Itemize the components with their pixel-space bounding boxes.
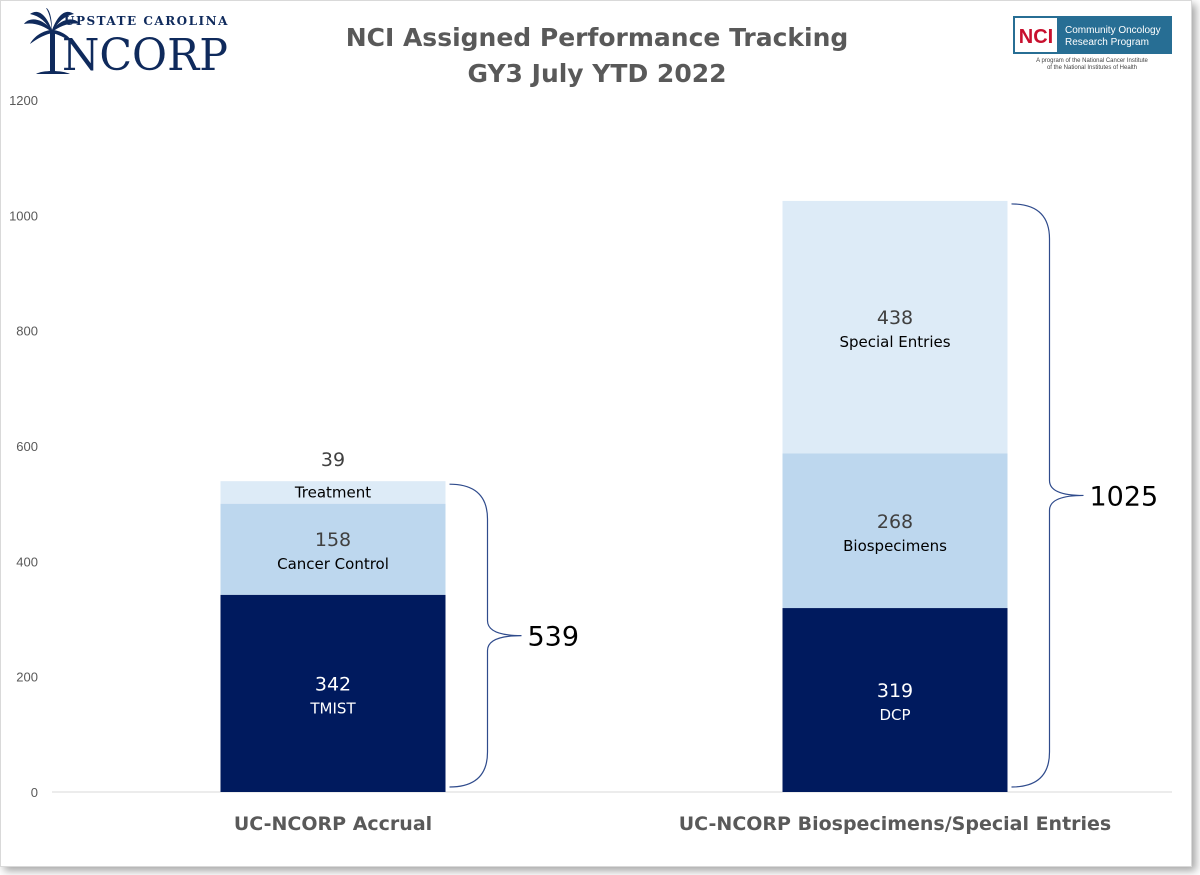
logo-line1: Community Oncology [1065,25,1161,36]
bar-segment [782,200,1008,454]
chart-subtitle: GY3 July YTD 2022 [467,59,726,88]
bar-segment-label: Treatment [294,483,371,501]
nci-badge: NCI [1019,26,1053,48]
bar-segment-label: Special Entries [839,333,950,351]
stack-total-label: 1025 [1090,481,1159,512]
logo-main-text: NCORP [62,30,228,81]
y-axis-ticks: 0 200 400 600 800 1000 1200 [9,93,38,800]
stack-total-label: 539 [528,622,580,653]
y-tick-label: 1200 [9,93,38,108]
logo-top-text: UPSTATE CAROLINA [64,14,229,28]
bar-value-label: 268 [877,511,913,533]
nci-community-oncology-logo: NCI Community Oncology Research Program … [1013,16,1172,71]
bar-value-label: 438 [877,307,913,329]
nci-badge-box [1015,18,1057,52]
data-labels: 342 TMIST 158 Cancer Control 39 Treatment 319 D… [277,307,951,724]
bar-segment [220,481,446,504]
logo-sub2: of the National Institutes of Health [1047,65,1137,71]
category-label: UC-NCORP Biospecimens/Special Entries [679,813,1112,835]
category-label: UC-NCORP Accrual [234,813,432,835]
logo-line2: Research Program [1065,37,1149,48]
chart-title: NCI Assigned Performance Tracking [346,23,849,52]
total-brace [449,483,522,788]
total-brace [1011,203,1084,788]
bar-value-label: 158 [315,529,351,551]
bar-value-label: 342 [315,673,351,695]
logo-sub1: A program of the National Cancer Institu… [1036,58,1148,64]
bar-segment [220,594,446,792]
upstate-carolina-ncorp-logo: UPSTATE CAROLINA NCORP [24,8,229,81]
bar-segment-label: Biospecimens [843,537,947,555]
y-tick-label: 600 [16,439,38,454]
bar-segment [220,503,446,595]
bar-value-label: 39 [321,449,345,471]
bar-segment-label: Cancer Control [277,555,389,573]
y-tick-label: 200 [16,670,38,685]
bar-segment [782,453,1008,609]
bar-segment [782,608,1008,792]
palmetto-tree-icon [24,8,80,74]
total-braces: 539 1025 [449,203,1159,788]
y-tick-label: 0 [31,785,38,800]
bar-value-label: 319 [877,680,913,702]
bars [220,200,1008,792]
y-tick-label: 400 [16,554,38,569]
y-tick-label: 1000 [9,208,38,223]
bar-segment-label: DCP [879,706,910,724]
bar-segment-label: TMIST [309,699,356,717]
y-tick-label: 800 [16,324,38,339]
category-labels: UC-NCORP Accrual UC-NCORP Biospecimens/Sp… [234,813,1111,835]
